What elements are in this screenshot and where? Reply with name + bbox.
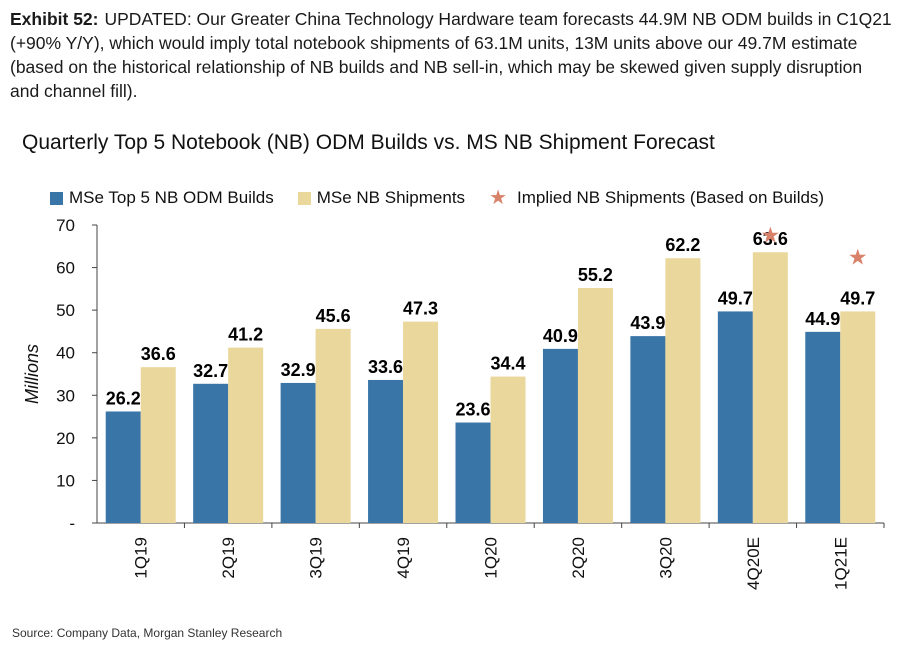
exhibit-caption: Exhibit 52: UPDATED: Our Greater China Te… (10, 7, 894, 103)
chart-title: Quarterly Top 5 Notebook (NB) ODM Builds… (22, 131, 715, 154)
data-label-shipments: 45.6 (316, 306, 351, 326)
x-tick-label: 3Q19 (307, 537, 326, 579)
bar-shipments (315, 328, 351, 523)
star-icon: ★ (489, 187, 507, 209)
data-label-builds: 23.6 (455, 400, 490, 420)
data-label-shipments: 34.4 (490, 354, 525, 374)
x-tick-label: 3Q20 (656, 537, 675, 579)
legend-item-builds: MSe Top 5 NB ODM Builds (50, 188, 274, 208)
legend-swatch-shipments (297, 191, 311, 205)
implied-star-marker: ★ (760, 223, 780, 248)
data-label-shipments: 41.2 (228, 325, 263, 345)
data-label-builds: 32.9 (281, 360, 316, 380)
exhibit-text: UPDATED: Our Greater China Technology Ha… (10, 9, 892, 101)
data-label-builds: 26.2 (106, 388, 141, 408)
x-tick-label: 4Q20E (744, 537, 763, 590)
legend-label-builds: MSe Top 5 NB ODM Builds (69, 188, 274, 207)
bar-shipments (665, 258, 701, 523)
x-tick-label: 1Q20 (482, 537, 501, 579)
legend-label-shipments: MSe NB Shipments (316, 188, 466, 207)
legend-label-implied: Implied NB Shipments (Based on Builds) (517, 188, 825, 207)
bar-shipments (140, 367, 176, 523)
y-axis-title: Millions (22, 344, 42, 404)
y-tick-label: 10 (56, 471, 75, 490)
y-tick-label: 60 (56, 259, 75, 278)
data-label-builds: 43.9 (630, 313, 665, 333)
data-label-shipments: 36.6 (141, 344, 176, 364)
source-note: Source: Company Data, Morgan Stanley Res… (12, 626, 283, 640)
x-tick-label: 2Q20 (569, 537, 588, 579)
y-tick-label: 40 (56, 344, 75, 363)
bar-builds (542, 348, 578, 523)
x-tick-label: 1Q21E (831, 537, 850, 590)
bar-shipments (840, 311, 876, 523)
exhibit-number: Exhibit 52: (10, 9, 99, 29)
y-tick-label: - (69, 514, 75, 533)
implied-star-marker: ★ (848, 246, 868, 271)
data-label-builds: 40.9 (543, 326, 578, 346)
bar-builds (368, 379, 404, 523)
bar-builds (280, 382, 316, 523)
data-label-builds: 44.9 (805, 309, 840, 329)
x-tick-label: 2Q19 (219, 537, 238, 579)
bar-builds (630, 336, 666, 523)
data-label-builds: 49.7 (718, 288, 753, 308)
bar-shipments (752, 252, 788, 523)
legend-item-shipments: MSe NB Shipments (297, 188, 466, 208)
data-label-builds: 33.6 (368, 357, 403, 377)
data-label-shipments: 62.2 (665, 235, 700, 255)
x-tick-label: 4Q19 (394, 537, 413, 579)
data-label-shipments: 63.6 (753, 229, 788, 249)
bar-builds (455, 422, 491, 523)
bar-builds (105, 411, 141, 523)
bar-builds (193, 383, 229, 523)
y-tick-label: 70 (56, 216, 75, 235)
bar-builds (805, 331, 841, 523)
legend-swatch-builds (50, 191, 63, 205)
bar-shipments (403, 321, 439, 523)
bar-shipments (228, 347, 264, 523)
data-label-shipments: 55.2 (578, 265, 613, 285)
chart-legend: MSe Top 5 NB ODM Builds MSe NB Shipments… (50, 186, 848, 210)
bar-shipments (490, 376, 526, 523)
data-label-shipments: 47.3 (403, 299, 438, 319)
bar-builds (717, 311, 753, 523)
y-tick-label: 20 (56, 429, 75, 448)
bar-shipments (577, 288, 613, 523)
y-tick-label: 50 (56, 301, 75, 320)
data-label-shipments: 49.7 (840, 288, 875, 308)
x-tick-label: 1Q19 (132, 537, 151, 579)
y-tick-label: 30 (56, 386, 75, 405)
legend-item-implied: ★ Implied NB Shipments (Based on Builds) (489, 188, 824, 208)
data-label-builds: 32.7 (193, 361, 228, 381)
